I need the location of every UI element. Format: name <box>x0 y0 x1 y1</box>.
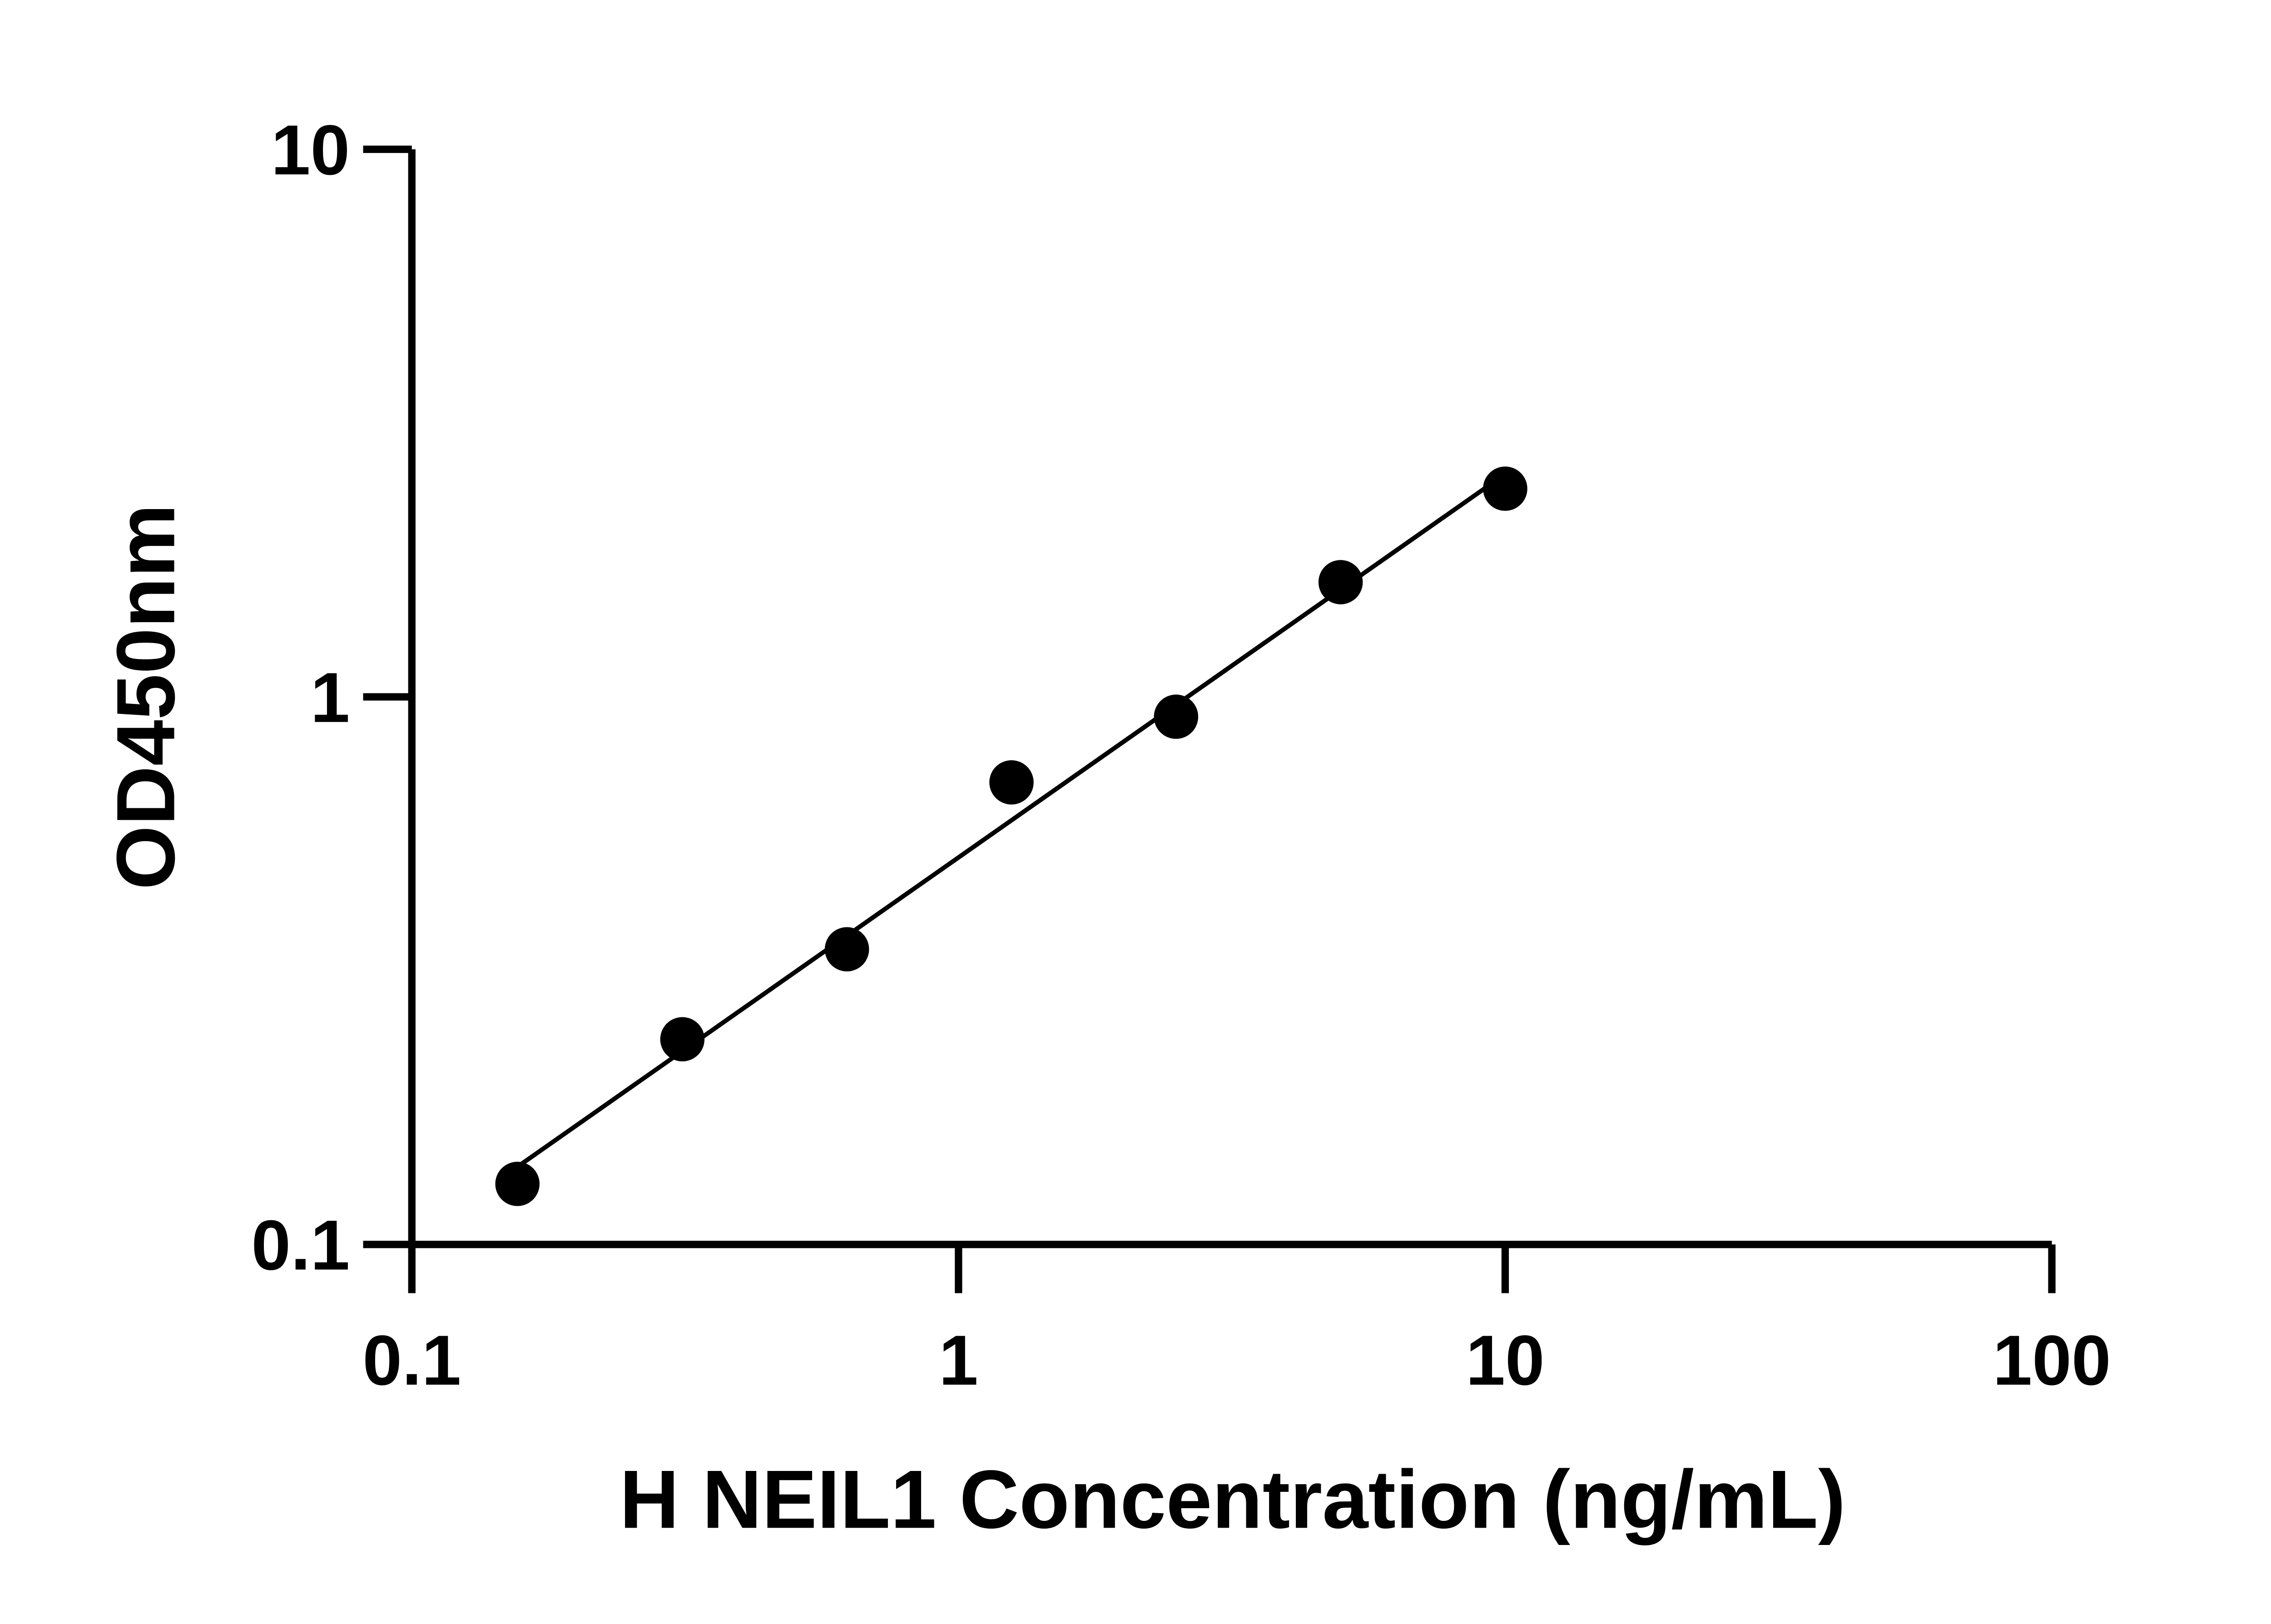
x-tick-label: 1 <box>939 1321 978 1400</box>
data-point <box>1318 560 1363 604</box>
data-points <box>495 466 1527 1206</box>
data-point <box>989 760 1034 805</box>
x-tick-label: 0.1 <box>362 1321 461 1400</box>
data-point <box>495 1162 540 1206</box>
x-axis-label: H NEIL1 Concentration (ng/mL) <box>620 1453 1846 1545</box>
x-tick-label: 100 <box>1993 1321 2111 1400</box>
y-tick-label: 0.1 <box>251 1206 350 1285</box>
axes <box>363 145 2056 1293</box>
data-point <box>824 927 869 972</box>
data-point <box>1483 466 1527 511</box>
tick-labels: 0.1 1 10 100 0.1 1 10 <box>251 111 2111 1400</box>
y-axis-label: OD450nm <box>99 504 192 890</box>
y-tick-label: 10 <box>271 111 350 190</box>
x-tick-label: 10 <box>1466 1321 1545 1400</box>
data-point <box>660 1017 705 1062</box>
data-point <box>1154 694 1199 739</box>
y-tick-label: 1 <box>310 659 350 738</box>
